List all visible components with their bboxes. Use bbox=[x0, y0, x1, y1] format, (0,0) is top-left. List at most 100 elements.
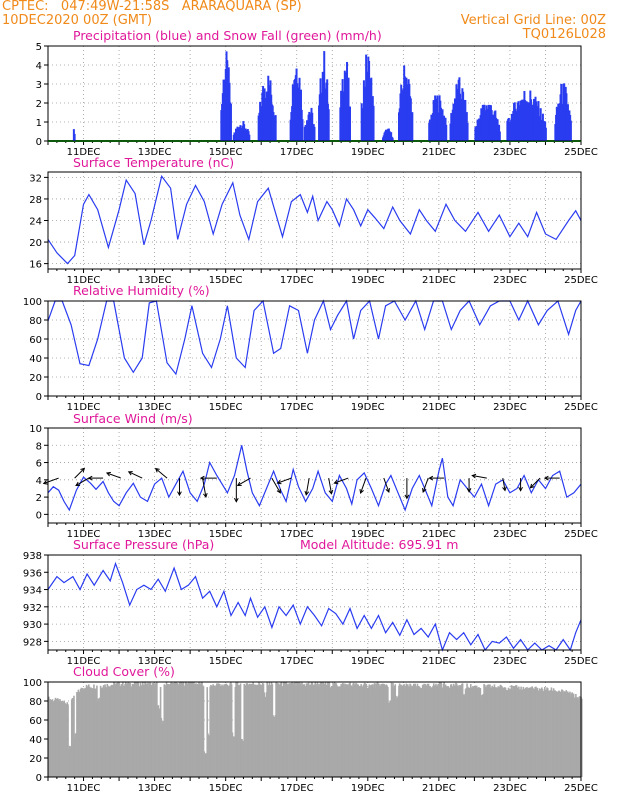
precip-bar bbox=[390, 132, 393, 141]
wind-arrow-head bbox=[87, 475, 93, 481]
wind-arrow bbox=[237, 477, 251, 486]
wind-arrow-head bbox=[502, 486, 507, 492]
panel-1 bbox=[44, 45, 582, 145]
wind-arrow bbox=[271, 477, 281, 494]
wind-arrow bbox=[383, 477, 390, 493]
wind-arrow bbox=[106, 472, 122, 479]
x-tick-label: 13DEC bbox=[138, 529, 172, 540]
wind-arrow-head bbox=[80, 467, 86, 473]
wind-arrow bbox=[530, 477, 541, 489]
wind-arrow-head bbox=[203, 493, 208, 499]
x-tick-label: 23DEC bbox=[493, 529, 527, 540]
panel-title: Surface Temperature (nC) bbox=[73, 155, 234, 170]
x-tick-label: 17DEC bbox=[280, 147, 314, 158]
x-tick-label: 17DEC bbox=[280, 783, 314, 794]
y-tick-label: 32 bbox=[29, 173, 42, 184]
header-date: 10DEC2020 00Z (GMT) bbox=[2, 13, 153, 28]
y-tick-label: 80 bbox=[29, 697, 42, 708]
x-tick-label: 21DEC bbox=[422, 529, 456, 540]
wind-arrow-head bbox=[276, 488, 281, 494]
x-tick-label: 25DEC bbox=[564, 147, 598, 158]
wind-arrow-head bbox=[42, 480, 48, 485]
x-tick-label: 19DEC bbox=[351, 783, 385, 794]
precip-bar bbox=[498, 131, 501, 141]
x-tick-label: 21DEC bbox=[422, 783, 456, 794]
cloud-bar bbox=[202, 686, 205, 777]
precip-bar bbox=[569, 120, 572, 141]
wind-arrow bbox=[472, 475, 487, 479]
wind-arrow-head bbox=[127, 471, 133, 476]
y-tick-label: 1 bbox=[36, 118, 42, 129]
panel-border bbox=[47, 300, 582, 397]
y-tick-label: 930 bbox=[23, 620, 42, 631]
x-tick-label: 11DEC bbox=[67, 275, 101, 286]
x-tick-label: 13DEC bbox=[138, 402, 172, 413]
y-tick-label: 0 bbox=[36, 392, 42, 403]
y-tick-label: 938 bbox=[23, 551, 42, 562]
precip-bar bbox=[411, 112, 414, 141]
header-grid-note: Vertical Grid Line: 00Z bbox=[460, 13, 606, 28]
precip-bar bbox=[445, 124, 448, 141]
wind-arrow-head bbox=[529, 483, 535, 489]
precip-bar bbox=[372, 105, 375, 141]
x-tick-label: 23DEC bbox=[493, 656, 527, 667]
wind-arrow-head bbox=[154, 467, 160, 473]
wind-arrow-head bbox=[422, 487, 427, 493]
wind-arrow-head bbox=[543, 475, 549, 481]
y-tick-label: 2 bbox=[36, 493, 42, 504]
precip-bar bbox=[391, 137, 394, 141]
panel-frame bbox=[47, 300, 582, 397]
x-tick-label: 15DEC bbox=[209, 147, 243, 158]
cloud-bar bbox=[67, 704, 69, 777]
x-tick-label: 13DEC bbox=[138, 783, 172, 794]
panel-title: Surface Pressure (hPa) bbox=[73, 537, 214, 552]
precip-bar bbox=[544, 127, 547, 141]
y-tick-label: 4 bbox=[36, 476, 42, 487]
precip-bar bbox=[301, 119, 304, 141]
x-tick-label: 13DEC bbox=[138, 147, 172, 158]
x-tick-label: 25DEC bbox=[564, 529, 598, 540]
precip-bar bbox=[229, 103, 232, 141]
wind-arrow bbox=[75, 477, 90, 486]
y-tick-label: 928 bbox=[23, 637, 42, 648]
y-tick-label: 20 bbox=[29, 238, 42, 249]
x-tick-label: 11DEC bbox=[67, 147, 101, 158]
wind-arrow-head bbox=[385, 487, 390, 493]
wind-arrow-head bbox=[404, 494, 410, 500]
x-tick-label: 17DEC bbox=[280, 529, 314, 540]
wind-arrow bbox=[277, 477, 292, 484]
wind-arrow bbox=[328, 478, 332, 494]
y-tick-label: 28 bbox=[29, 195, 42, 206]
x-tick-label: 11DEC bbox=[67, 783, 101, 794]
x-tick-label: 17DEC bbox=[280, 402, 314, 413]
wind-arrow-head bbox=[75, 481, 81, 487]
panel-title: Surface Wind (m/s) bbox=[73, 411, 193, 426]
x-tick-label: 21DEC bbox=[422, 656, 456, 667]
cloud-bar bbox=[206, 687, 209, 777]
x-tick-label: 23DEC bbox=[493, 783, 527, 794]
wind-arrow bbox=[43, 477, 59, 484]
wind-arrow bbox=[128, 471, 143, 479]
x-tick-label: 15DEC bbox=[209, 402, 243, 413]
precip-bar bbox=[466, 122, 469, 141]
header-location: CPTEC: 047:49W-21:58S ARARAQUARA (SP) bbox=[2, 0, 302, 14]
y-tick-label: 5 bbox=[36, 42, 42, 53]
y-tick-label: 80 bbox=[29, 316, 42, 327]
wind-arrow-head bbox=[359, 489, 364, 495]
wind-arrow-head bbox=[304, 490, 310, 496]
x-tick-label: 19DEC bbox=[351, 529, 385, 540]
wind-arrow bbox=[202, 478, 207, 498]
x-tick-label: 19DEC bbox=[351, 275, 385, 286]
x-tick-label: 21DEC bbox=[422, 147, 456, 158]
panel-border bbox=[47, 681, 582, 778]
y-tick-label: 20 bbox=[29, 373, 42, 384]
wind-arrow bbox=[305, 478, 310, 495]
y-tick-label: 0 bbox=[36, 510, 42, 521]
x-tick-label: 25DEC bbox=[564, 275, 598, 286]
y-tick-label: 60 bbox=[29, 335, 42, 346]
panel-border bbox=[47, 554, 582, 651]
wind-arrow-head bbox=[233, 497, 239, 503]
series-line bbox=[47, 561, 582, 652]
x-tick-label: 15DEC bbox=[209, 529, 243, 540]
